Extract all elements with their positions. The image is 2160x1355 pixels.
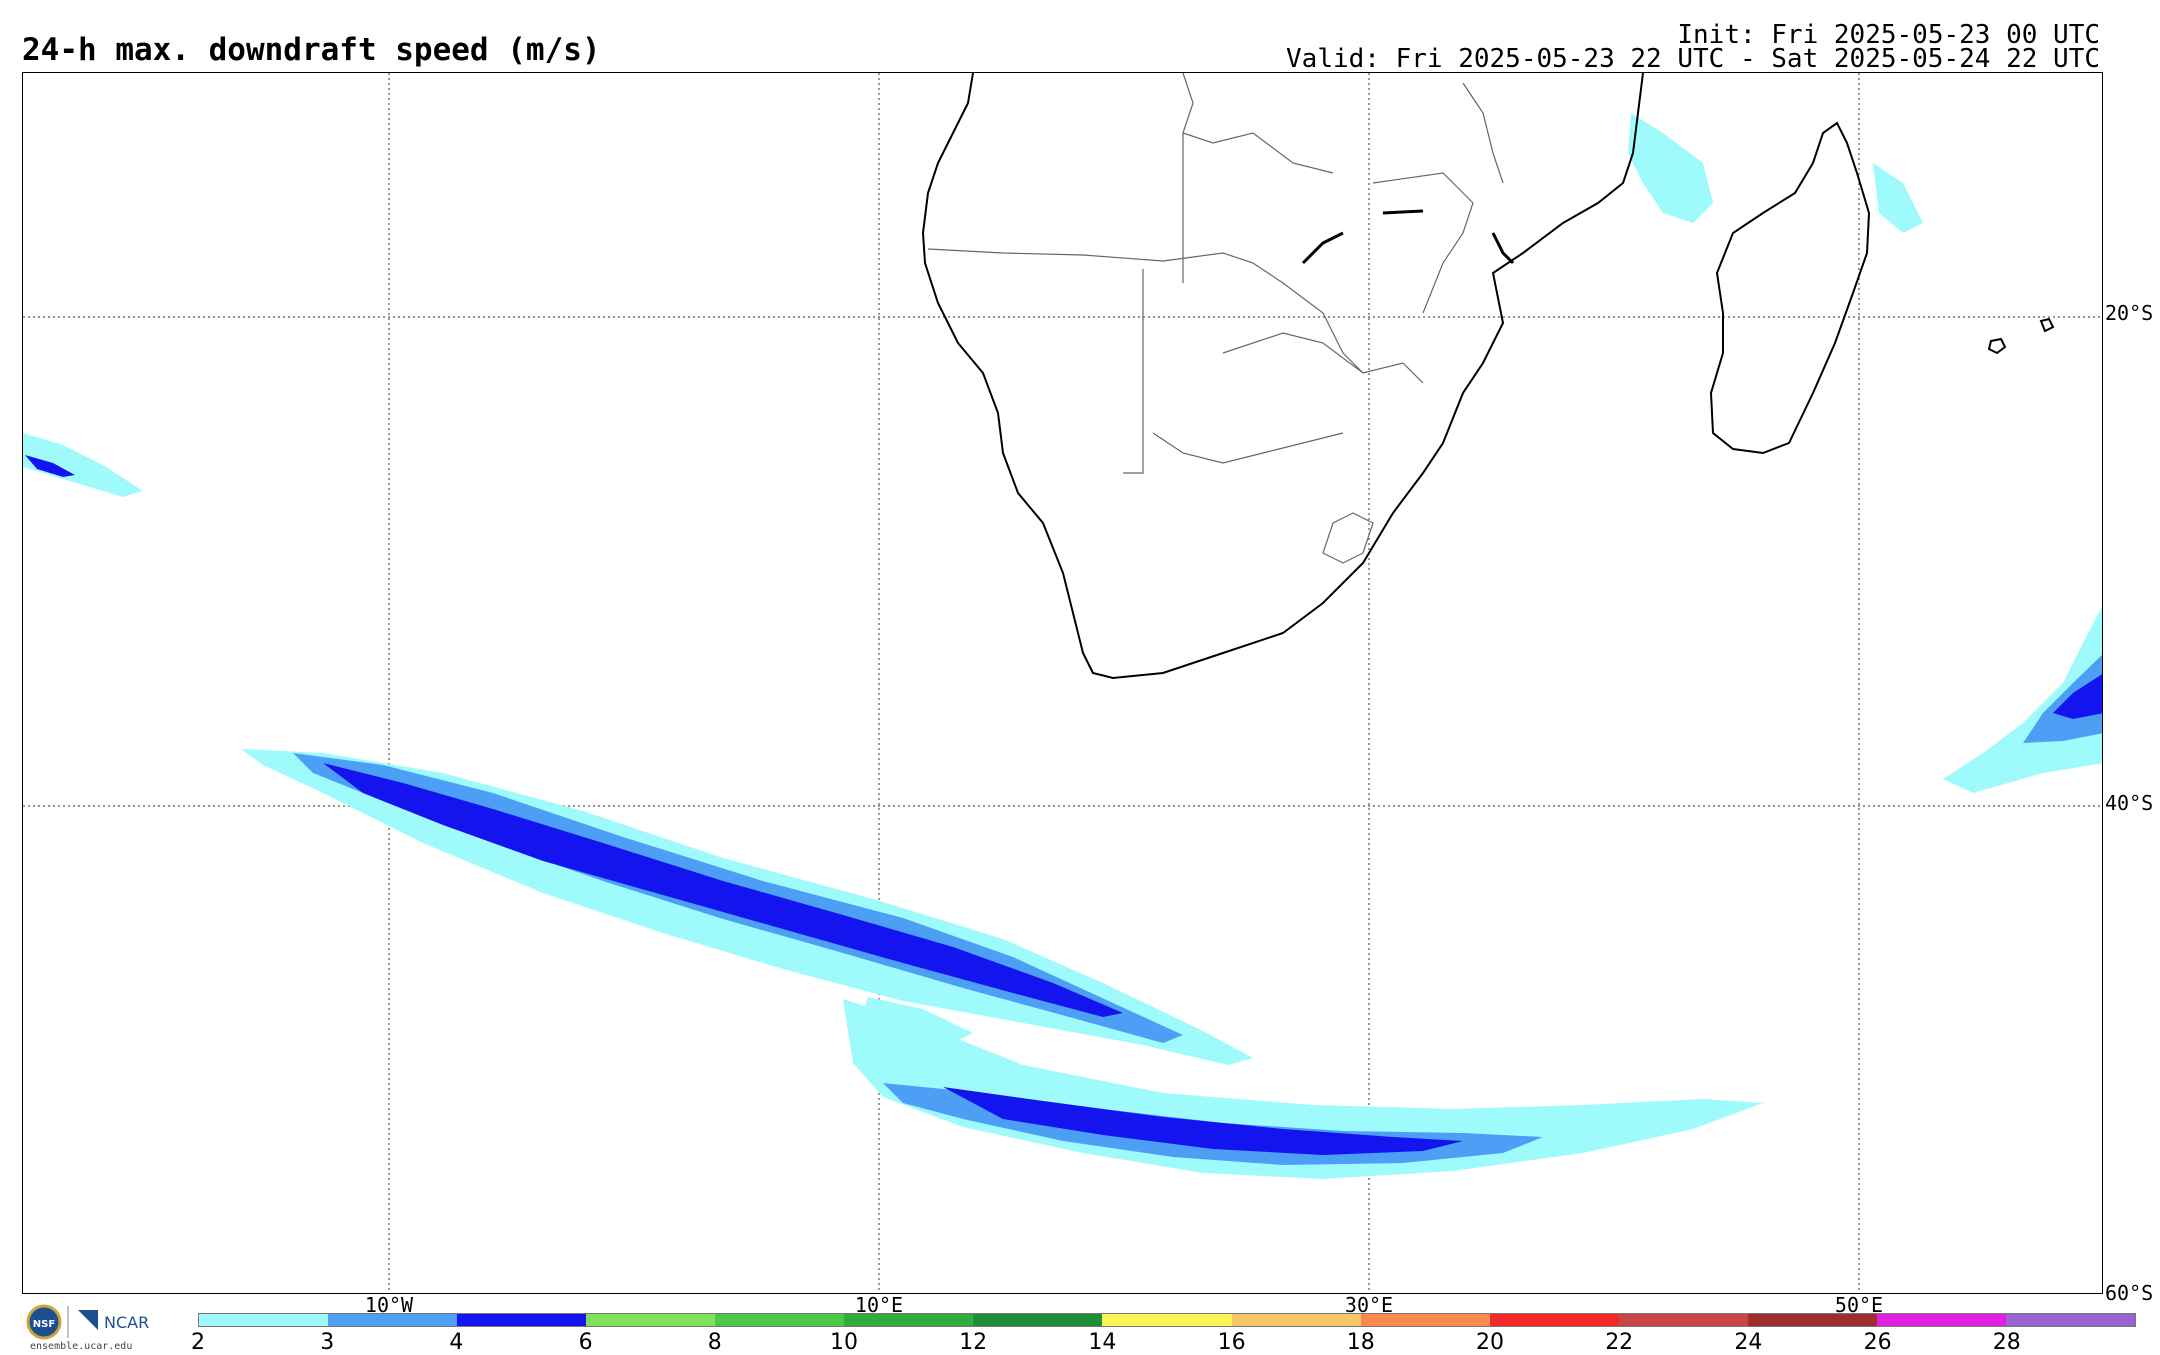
- svg-text:NCAR: NCAR: [104, 1313, 149, 1332]
- downdraft-field: [23, 113, 2102, 1179]
- chart-title: 24-h max. downdraft speed (m/s): [22, 32, 601, 68]
- colorbar-swatch: [199, 1314, 329, 1326]
- colorbar-swatch: [586, 1314, 716, 1326]
- colorbar-tick-label: 20: [1476, 1330, 1504, 1355]
- colorbar-tick-label: 26: [1863, 1330, 1892, 1355]
- lat-label-40s: 40°S: [2105, 791, 2154, 815]
- west-patch: [23, 433, 143, 497]
- lat-label-60s: 60°S: [2105, 1281, 2154, 1305]
- colorbar-swatch: [844, 1314, 974, 1326]
- reunion-coast: [2039, 317, 2055, 333]
- madagascar-coast: [1709, 121, 1871, 455]
- colorbar-swatch: [1747, 1314, 1877, 1326]
- init-time: Init: Fri 2025-05-23 00 UTC: [1677, 20, 2100, 50]
- map-panel: [22, 72, 2103, 1294]
- colorbar-swatch: [1360, 1314, 1490, 1326]
- ne-patch: [1628, 113, 1713, 223]
- swath-lower-dark: [943, 1087, 1463, 1155]
- colorbar-swatch: [1102, 1314, 1232, 1326]
- colorbar-swatch: [973, 1314, 1103, 1326]
- colorbar-tick-label: 6: [578, 1330, 593, 1355]
- colorbar: [198, 1313, 2136, 1327]
- nsf-ncar-logo: NSF NCAR: [26, 1304, 149, 1340]
- colorbar-swatch: [1618, 1314, 1748, 1326]
- east-patch: [1943, 606, 2102, 793]
- colorbar-swatch: [328, 1314, 458, 1326]
- colorbar-tick-label: 8: [707, 1330, 722, 1355]
- colorbar-swatch: [2005, 1314, 2135, 1326]
- colorbar-swatch: [457, 1314, 587, 1326]
- colorbar-tick-label: 28: [1992, 1330, 2021, 1355]
- colorbar-swatch: [715, 1314, 845, 1326]
- lat-label-20s: 20°S: [2105, 301, 2154, 325]
- colorbar-tick-label: 4: [449, 1330, 464, 1355]
- swath-lower-tail: [863, 997, 973, 1043]
- swath-upper-dark: [323, 763, 1123, 1017]
- colorbar-tick-label: 24: [1734, 1330, 1763, 1355]
- colorbar-tick-label: 14: [1088, 1330, 1117, 1355]
- mauritius-coast: [1987, 337, 2007, 355]
- colorbar-tick-label: 16: [1217, 1330, 1246, 1355]
- svg-text:NSF: NSF: [33, 1319, 55, 1330]
- coastlines: [921, 73, 2055, 680]
- colorbar-tick-label: 22: [1605, 1330, 1634, 1355]
- colorbar-tick-label: 3: [320, 1330, 335, 1355]
- logo-url: ensemble.ucar.edu: [30, 1341, 133, 1352]
- colorbar-tick-label: 18: [1346, 1330, 1375, 1355]
- africa-coast: [921, 73, 1644, 680]
- valid-time: Valid: Fri 2025-05-23 22 UTC - Sat 2025-…: [1286, 44, 2100, 74]
- lakes: [1301, 209, 1515, 265]
- colorbar-swatch: [1876, 1314, 2006, 1326]
- borders: [927, 73, 1504, 564]
- map-canvas: [23, 73, 2102, 1293]
- colorbar-tick-label: 10: [830, 1330, 858, 1355]
- colorbar-tick-label: 2: [191, 1330, 205, 1355]
- colorbar-swatch: [1231, 1314, 1361, 1326]
- colorbar-tick-label: 12: [959, 1330, 988, 1355]
- colorbar-swatch: [1489, 1314, 1619, 1326]
